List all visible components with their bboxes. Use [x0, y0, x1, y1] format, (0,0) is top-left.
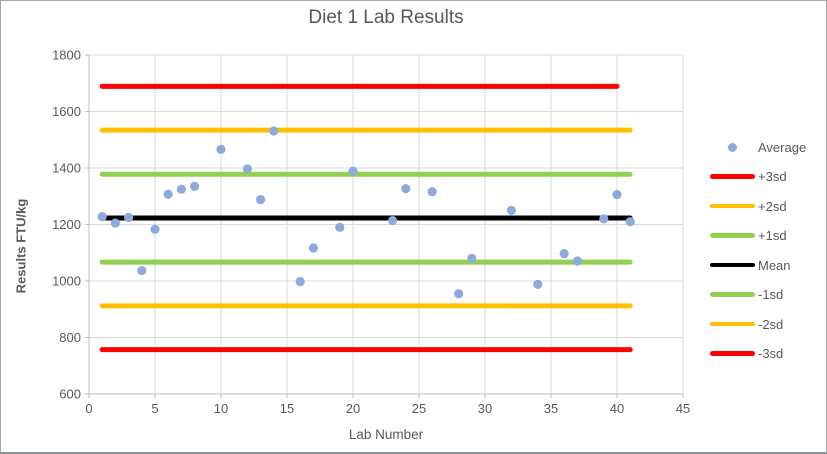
y-axis-tick-label: 1600	[52, 104, 81, 119]
x-axis-tick-label: 25	[412, 401, 426, 416]
legend-label: -3sd	[758, 346, 784, 361]
data-point	[97, 211, 107, 222]
legend-item-average: Average	[709, 136, 821, 158]
data-point	[256, 195, 266, 205]
legend-label: +3sd	[758, 169, 787, 184]
data-point	[335, 222, 345, 232]
data-point	[163, 189, 173, 199]
y-axis-tick-label: 1400	[52, 161, 81, 176]
legend-item--1sd: +1sd	[709, 225, 821, 247]
data-point	[176, 184, 186, 194]
x-axis-tick-label: 40	[610, 401, 624, 416]
data-point	[599, 214, 609, 224]
y-axis-tick-label: 1200	[52, 217, 81, 232]
data-point	[559, 248, 569, 259]
data-point	[612, 189, 622, 200]
x-axis-tick-label: 35	[544, 401, 558, 416]
data-point	[124, 212, 134, 223]
legend-line-marker-icon	[709, 351, 756, 356]
data-point	[308, 243, 318, 253]
data-point	[348, 166, 358, 176]
legend-line-marker-icon	[709, 174, 756, 179]
data-point	[137, 265, 147, 276]
data-point	[190, 181, 200, 191]
x-axis-tick-label: 30	[478, 401, 492, 416]
legend-line-marker-icon	[709, 233, 756, 238]
legend-dot-marker-icon	[709, 142, 756, 152]
data-point	[625, 217, 635, 227]
legend: Average +3sd +2sd +1sd Mean -1sd -2sd -3sd	[709, 136, 821, 365]
data-point	[216, 144, 226, 154]
x-axis-tick-label: 20	[346, 401, 360, 416]
x-axis-tick-label: 10	[214, 401, 228, 416]
legend-item--2sd: -2sd	[709, 313, 821, 335]
legend-label: -1sd	[758, 287, 784, 302]
legend-item--3sd: +3sd	[709, 166, 821, 188]
legend-line-marker-icon	[709, 292, 756, 297]
legend-item-mean: Mean	[709, 254, 821, 276]
data-point	[295, 276, 305, 287]
y-axis-tick-label: 600	[59, 387, 81, 402]
legend-label: +1sd	[758, 228, 787, 243]
data-point	[242, 164, 252, 174]
x-axis-tick-label: 45	[676, 401, 690, 416]
legend-label: Mean	[758, 257, 791, 273]
legend-line-marker-icon	[709, 203, 756, 209]
data-point	[572, 256, 583, 266]
legend-item--1sd: -1sd	[709, 284, 821, 306]
y-axis-tick-label: 800	[59, 330, 81, 345]
legend-item--2sd: +2sd	[709, 195, 821, 217]
x-axis-tick-label: 0	[85, 401, 92, 416]
x-axis-tick-label: 15	[280, 401, 294, 416]
x-axis-tick-label: 5	[151, 401, 158, 416]
data-point	[506, 205, 516, 215]
legend-label: -2sd	[758, 316, 784, 332]
y-axis-tick-label: 1800	[52, 48, 81, 63]
x-axis-title: Lab Number	[348, 427, 424, 442]
data-point	[467, 253, 477, 263]
legend-item--3sd: -3sd	[709, 343, 821, 365]
data-point	[269, 126, 279, 136]
legend-line-marker-icon	[709, 262, 756, 268]
data-point	[427, 187, 437, 197]
data-point	[533, 279, 543, 289]
data-point	[388, 215, 398, 226]
data-point	[110, 218, 120, 228]
legend-label: Average	[758, 139, 807, 155]
legend-label: +2sd	[758, 198, 787, 214]
data-point	[401, 184, 411, 194]
y-axis-tick-label: 1000	[52, 274, 81, 289]
chart-title: Diet 1 Lab Results	[308, 7, 464, 28]
data-point	[150, 224, 160, 234]
data-point	[454, 289, 464, 299]
legend-line-marker-icon	[709, 321, 756, 327]
